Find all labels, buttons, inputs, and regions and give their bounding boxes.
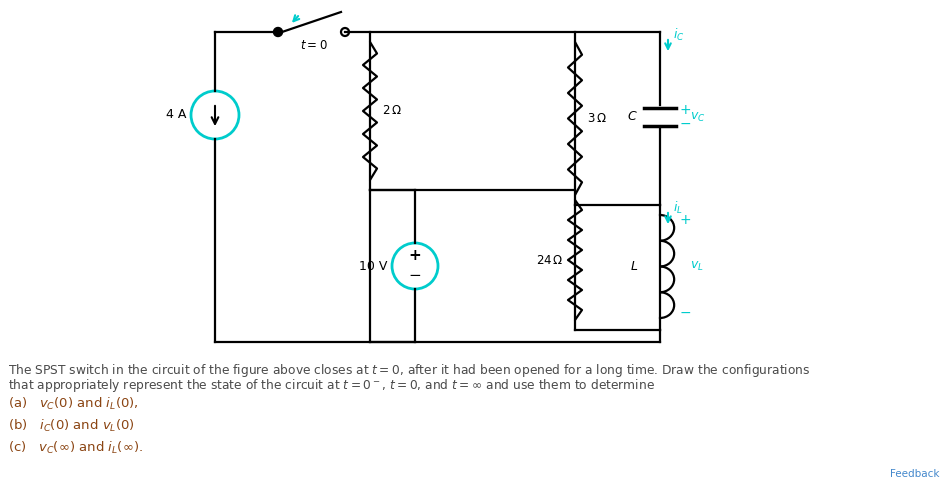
- Text: $t=0$: $t=0$: [299, 39, 327, 52]
- Text: $2\,\Omega$: $2\,\Omega$: [382, 105, 402, 117]
- Text: $v_L$: $v_L$: [689, 260, 703, 273]
- Text: −: −: [680, 306, 691, 320]
- Text: −: −: [680, 117, 691, 131]
- Text: (c)   $v_C(\infty)$ and $i_L(\infty)$.: (c) $v_C(\infty)$ and $i_L(\infty)$.: [8, 440, 143, 456]
- Text: +: +: [680, 103, 691, 117]
- Text: 10 V: 10 V: [358, 260, 387, 273]
- Text: +: +: [408, 248, 421, 263]
- Text: $v_C$: $v_C$: [689, 111, 704, 124]
- Text: $i_L$: $i_L$: [672, 200, 682, 216]
- Text: $24\,\Omega$: $24\,\Omega$: [535, 254, 563, 266]
- Text: $C$: $C$: [626, 111, 637, 124]
- Text: $3\,\Omega$: $3\,\Omega$: [586, 112, 606, 125]
- Text: $i_C$: $i_C$: [672, 27, 684, 43]
- Text: $L$: $L$: [629, 260, 637, 273]
- Text: 4 A: 4 A: [166, 109, 186, 121]
- Circle shape: [273, 27, 282, 37]
- Text: (b)   $i_C(0)$ and $v_L(0)$: (b) $i_C(0)$ and $v_L(0)$: [8, 418, 135, 434]
- Text: Feedback: Feedback: [889, 469, 939, 479]
- Text: that appropriately represent the state of the circuit at $t = 0^-$, $t = 0$, and: that appropriately represent the state o…: [8, 377, 654, 394]
- Text: (a)   $v_C(0)$ and $i_L(0)$,: (a) $v_C(0)$ and $i_L(0)$,: [8, 396, 139, 412]
- Text: +: +: [680, 213, 691, 227]
- Text: The SPST switch in the circuit of the figure above closes at $t = 0$, after it h: The SPST switch in the circuit of the fi…: [8, 362, 810, 379]
- Text: −: −: [408, 268, 421, 283]
